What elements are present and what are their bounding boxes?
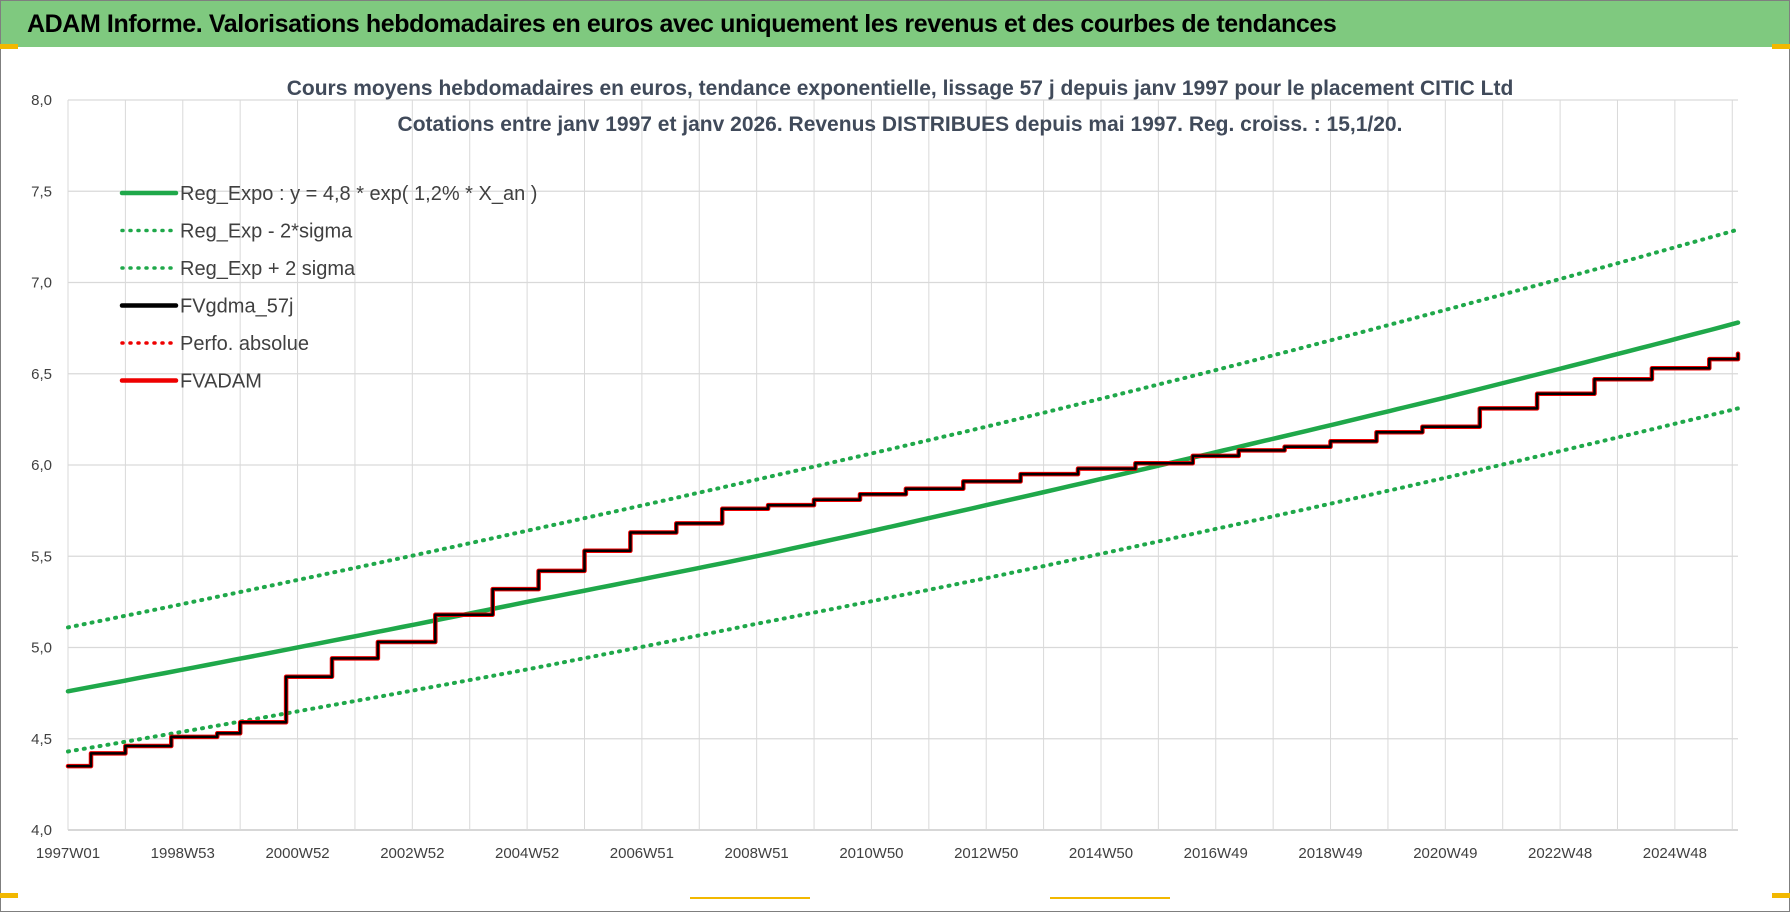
x-tick-label: 2012W50 bbox=[954, 845, 1018, 862]
x-tick-label: 2006W51 bbox=[610, 845, 674, 862]
corner-mark-top-right bbox=[1772, 44, 1790, 49]
y-tick-label: 5,5 bbox=[31, 548, 52, 565]
chart-subtitle: Cotations entre janv 1997 et janv 2026. … bbox=[398, 113, 1403, 136]
x-tick-label: 2004W52 bbox=[495, 845, 559, 862]
x-tick-label: 1998W53 bbox=[151, 845, 215, 862]
y-tick-label: 4,5 bbox=[31, 731, 52, 748]
x-tick-label: 1997W01 bbox=[36, 845, 100, 862]
axis-labels: 4,0 4,5 5,0 5,5 6,0 6,5 7,0 7,5 8,0 1997W01 1998W5… bbox=[31, 92, 1707, 862]
y-tick-label: 7,0 bbox=[31, 275, 52, 292]
corner-mark-bottom-right bbox=[1772, 893, 1790, 898]
chart-title: Cours moyens hebdomadaires en euros, ten… bbox=[287, 77, 1514, 100]
title-banner: ADAM Informe. Valorisations hebdomadaire… bbox=[1, 1, 1789, 47]
series-fvadam bbox=[65, 351, 1741, 769]
x-tick-label: 2002W52 bbox=[380, 845, 444, 862]
grid bbox=[67, 99, 1738, 831]
bottom-accent-2 bbox=[1050, 897, 1170, 899]
x-tick-label: 2018W49 bbox=[1298, 845, 1362, 862]
x-tick-label: 2016W49 bbox=[1184, 845, 1248, 862]
corner-mark-top-left bbox=[0, 44, 18, 49]
legend-label: FVgdma_57j bbox=[180, 296, 293, 318]
corner-mark-bottom-left bbox=[0, 893, 18, 898]
legend-label: Reg_Exp + 2 sigma bbox=[180, 258, 356, 280]
x-tick-label: 2010W50 bbox=[839, 845, 903, 862]
x-tick-label: 2014W50 bbox=[1069, 845, 1133, 862]
series-fvgdma bbox=[66, 352, 1740, 768]
y-tick-label: 6,5 bbox=[31, 366, 52, 383]
legend-label: Reg_Exp - 2*sigma bbox=[180, 221, 353, 243]
y-tick-label: 7,5 bbox=[31, 183, 52, 200]
y-tick-label: 5,0 bbox=[31, 640, 52, 657]
legend-label: Perfo. absolue bbox=[180, 333, 309, 355]
x-tick-label: 2020W49 bbox=[1413, 845, 1477, 862]
banner-title: ADAM Informe. Valorisations hebdomadaire… bbox=[27, 10, 1337, 38]
x-tick-label: 2022W48 bbox=[1528, 845, 1592, 862]
legend: Reg_Expo : y = 4,8 * exp( 1,2% * X_an ) R… bbox=[119, 183, 537, 393]
legend-label: FVADAM bbox=[180, 371, 262, 393]
bottom-accent-1 bbox=[690, 897, 810, 899]
series-reg-plus-2sigma bbox=[66, 227, 1740, 630]
legend-label: Reg_Expo : y = 4,8 * exp( 1,2% * X_an ) bbox=[180, 183, 537, 205]
series-reg-expo bbox=[65, 320, 1741, 694]
x-tick-label: 2008W51 bbox=[725, 845, 789, 862]
series-reg-minus-2sigma bbox=[66, 406, 1740, 754]
y-tick-label: 4,0 bbox=[31, 822, 52, 839]
series-layer bbox=[65, 227, 1741, 769]
x-tick-label: 2000W52 bbox=[265, 845, 329, 862]
y-tick-label: 6,0 bbox=[31, 457, 52, 474]
x-tick-label: 2024W48 bbox=[1643, 845, 1707, 862]
y-tick-label: 8,0 bbox=[31, 92, 52, 109]
